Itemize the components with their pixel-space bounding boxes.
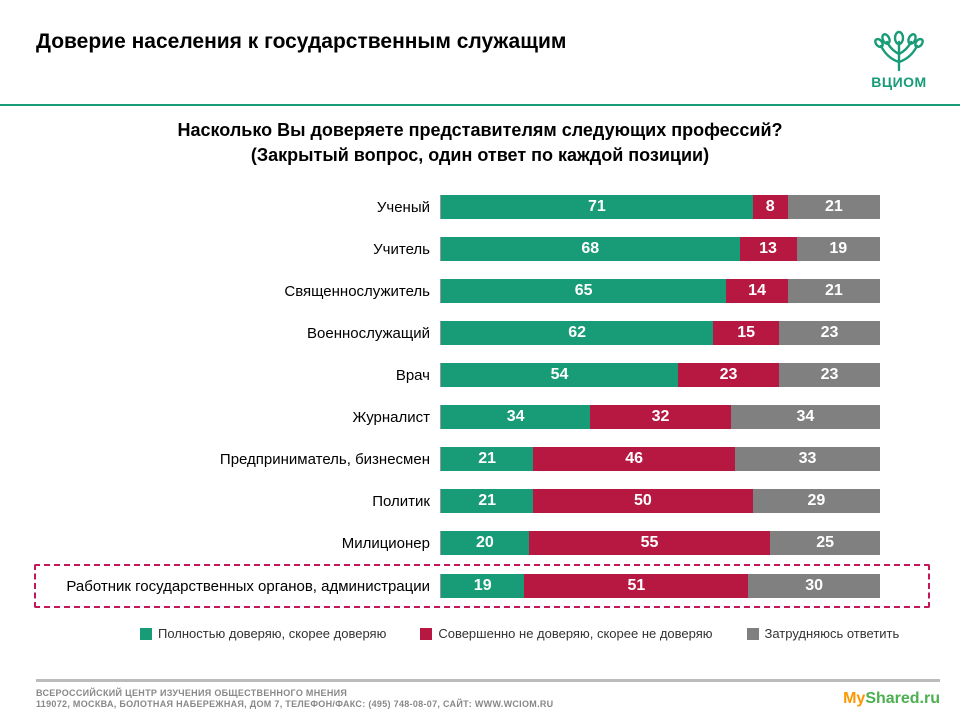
legend-item: Совершенно не доверяю, скорее не доверяю [420,626,712,641]
chart-row-label: Врач [40,367,440,384]
chart-row: Журналист343234 [40,396,920,438]
bar-segment: 71 [441,195,753,219]
footer-line-2: 119072, МОСКВА, БОЛОТНАЯ НАБЕРЕЖНАЯ, ДОМ… [36,699,553,710]
chart-row-bars: 621523 [440,321,880,345]
chart-row-label: Журналист [40,409,440,426]
chart-row-bars: 651421 [440,279,880,303]
logo-label: ВЦИОМ [871,74,926,90]
legend-label: Совершенно не доверяю, скорее не доверяю [438,626,712,641]
watermark-my: My [843,690,865,707]
bar-segment: 46 [533,447,735,471]
bar-segment: 23 [779,363,880,387]
chart-row-bars: 214633 [440,447,880,471]
bar-segment: 13 [740,237,797,261]
chart-row-label: Священнослужитель [40,283,440,300]
bar-segment: 25 [770,531,880,555]
chart-row-label: Милиционер [40,535,440,552]
chart-row: Работник государственных органов, админи… [34,564,930,608]
bar-segment: 33 [735,447,880,471]
chart-row-bars: 195130 [440,574,880,598]
watermark-rest: Shared.ru [865,690,940,707]
legend-item: Затрудняюсь ответить [747,626,900,641]
chart-row-label: Учитель [40,241,440,258]
bar-segment: 23 [678,363,779,387]
chart-row-bars: 71821 [440,195,880,219]
chart-row: Учитель681319 [40,228,920,270]
bar-segment: 62 [441,321,713,345]
legend-swatch [420,628,432,640]
bar-segment: 34 [441,405,590,429]
legend-item: Полностью доверяю, скорее доверяю [140,626,386,641]
chart-row-bars: 343234 [440,405,880,429]
legend-swatch [747,628,759,640]
bar-segment: 20 [441,531,529,555]
bar-segment: 55 [529,531,770,555]
bar-segment: 51 [524,574,748,598]
footer-text: ВСЕРОССИЙСКИЙ ЦЕНТР ИЗУЧЕНИЯ ОБЩЕСТВЕННО… [36,688,553,711]
bar-segment: 34 [731,405,880,429]
chart-row-label: Политик [40,493,440,510]
chart-row-bars: 215029 [440,489,880,513]
footer-line-1: ВСЕРОССИЙСКИЙ ЦЕНТР ИЗУЧЕНИЯ ОБЩЕСТВЕННО… [36,688,553,699]
chart-row-bars: 205525 [440,531,880,555]
chart-row: Ученый71821 [40,186,920,228]
bar-segment: 68 [441,237,740,261]
logo: ВЦИОМ [860,30,960,90]
wciom-logo-icon [873,30,925,72]
bar-segment: 32 [590,405,730,429]
chart-row: Политик215029 [40,480,920,522]
bar-segment: 65 [441,279,726,303]
bar-segment: 30 [748,574,880,598]
footer: ВСЕРОССИЙСКИЙ ЦЕНТР ИЗУЧЕНИЯ ОБЩЕСТВЕННО… [36,679,940,711]
bar-segment: 23 [779,321,880,345]
trust-chart: Ученый71821Учитель681319Священнослужител… [40,186,920,608]
legend-swatch [140,628,152,640]
chart-row: Врач542323 [40,354,920,396]
chart-row: Священнослужитель651421 [40,270,920,312]
bar-segment: 21 [441,489,533,513]
chart-row-bars: 681319 [440,237,880,261]
bar-segment: 21 [788,195,880,219]
chart-row: Милиционер205525 [40,522,920,564]
chart-row-label: Работник государственных органов, админи… [40,578,440,595]
bar-segment: 50 [533,489,753,513]
bar-segment: 54 [441,363,678,387]
bar-segment: 15 [713,321,779,345]
chart-row-bars: 542323 [440,363,880,387]
bar-segment: 21 [788,279,880,303]
chart-row-label: Предприниматель, бизнесмен [40,451,440,468]
divider [0,104,960,106]
bar-segment: 21 [441,447,533,471]
bar-segment: 19 [797,237,880,261]
watermark: MyShared.ru [843,690,940,708]
subtitle-line-2: (Закрытый вопрос, один ответ по каждой п… [0,143,960,168]
chart-row: Военнослужащий621523 [40,312,920,354]
bar-segment: 14 [726,279,787,303]
chart-row: Предприниматель, бизнесмен214633 [40,438,920,480]
subtitle-line-1: Насколько Вы доверяете представителям сл… [0,118,960,143]
chart-row-label: Военнослужащий [40,325,440,342]
legend-label: Затрудняюсь ответить [765,626,900,641]
header: Доверие населения к государственным служ… [0,0,960,90]
subtitle: Насколько Вы доверяете представителям сл… [0,118,960,168]
chart-row-label: Ученый [40,199,440,216]
page-title: Доверие населения к государственным служ… [36,30,566,54]
bar-segment: 19 [441,574,524,598]
bar-segment: 29 [753,489,880,513]
legend: Полностью доверяю, скорее доверяю Соверше… [140,626,960,641]
bar-segment: 8 [753,195,788,219]
legend-label: Полностью доверяю, скорее доверяю [158,626,386,641]
